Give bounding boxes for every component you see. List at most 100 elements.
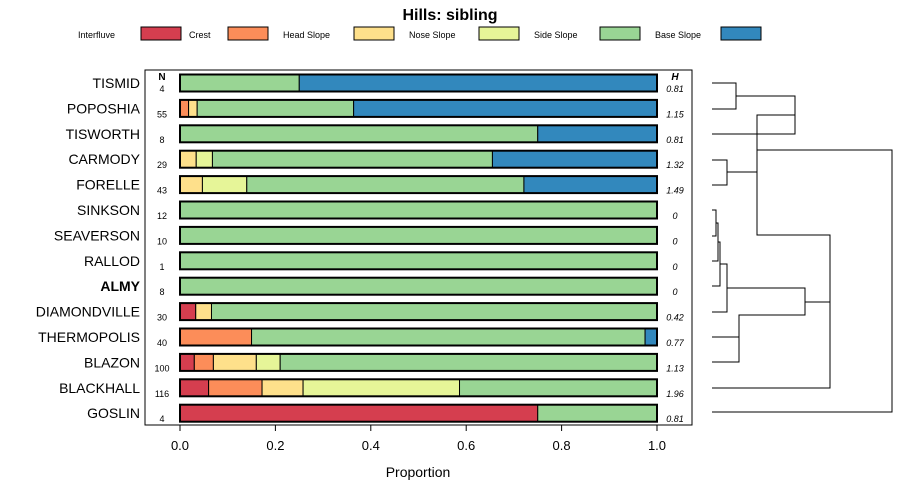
row-label-carmody: CARMODY bbox=[68, 151, 140, 167]
bar-segment-thermopolis-base-slope bbox=[644, 328, 658, 346]
row-diamondville: DIAMONDVILLE 30 0.42 bbox=[36, 302, 684, 323]
legend-swatch-base-slope bbox=[720, 26, 762, 41]
bar-outline-almy bbox=[179, 276, 658, 296]
bar-segment-poposhia-head-slope bbox=[188, 99, 198, 118]
row-label-sinkson: SINKSON bbox=[77, 202, 140, 218]
x-tick-label-0-4: 0.4 bbox=[362, 438, 380, 453]
bar-segment-blackhall-interfluve bbox=[179, 378, 210, 397]
n-label-seaverson: 10 bbox=[157, 236, 167, 246]
row-label-forelle: FORELLE bbox=[76, 177, 140, 193]
bar-segment-goslin-interfluve bbox=[179, 404, 539, 423]
bar-segment-carmody-nose-slope bbox=[195, 150, 213, 169]
bar-segment-poposhia-crest bbox=[179, 99, 190, 118]
row-poposhia: POPOSHIA 55 1.15 bbox=[67, 98, 685, 119]
bar-outline-tisworth bbox=[179, 124, 658, 144]
legend-label-nose-slope: Nose Slope bbox=[409, 30, 456, 40]
row-label-goslin: GOSLIN bbox=[87, 405, 140, 421]
bar-segment-blazon-head-slope bbox=[212, 353, 257, 372]
row-label-almy: ALMY bbox=[100, 278, 140, 294]
h-label-diamondville: 0.42 bbox=[666, 313, 684, 323]
row-tismid: TISMID 4 0.81 bbox=[93, 73, 684, 94]
dendro-link-lower-mid bbox=[727, 287, 806, 349]
bar-outline-tismid bbox=[179, 73, 658, 93]
legend-swatch-head-slope bbox=[353, 26, 395, 41]
bar-outline-rallod bbox=[179, 251, 658, 271]
h-label-forelle: 1.49 bbox=[666, 186, 684, 196]
h-label-sinkson: 0 bbox=[672, 211, 677, 221]
bar-segment-almy-side-slope bbox=[179, 277, 658, 296]
h-label-carmody: 1.32 bbox=[666, 160, 684, 170]
plot-frame bbox=[144, 69, 693, 426]
bar-segment-tisworth-side-slope bbox=[179, 124, 539, 143]
bar-segment-goslin-side-slope bbox=[537, 404, 658, 423]
h-label-poposhia: 1.15 bbox=[666, 109, 685, 119]
dendro-link-tismid-poposhia bbox=[712, 82, 737, 110]
bar-segment-forelle-nose-slope bbox=[201, 175, 248, 194]
h-label-tisworth: 0.81 bbox=[666, 135, 684, 145]
h-label-almy: 0 bbox=[672, 287, 677, 297]
legend-swatch-side-slope bbox=[599, 26, 641, 41]
n-label-tismid: 4 bbox=[159, 84, 164, 94]
h-label-blackhall: 1.96 bbox=[666, 389, 684, 399]
row-seaverson: SEAVERSON 10 0 bbox=[54, 225, 678, 246]
n-label-diamondville: 30 bbox=[157, 313, 167, 323]
legend-swatch-interfluve bbox=[140, 26, 182, 41]
row-forelle: FORELLE 43 1.49 bbox=[76, 175, 684, 196]
h-label-seaverson: 0 bbox=[672, 236, 677, 246]
dendrogram bbox=[712, 82, 893, 413]
legend-label-interfluve: Interfluve bbox=[78, 30, 115, 40]
row-tisworth: TISWORTH 8 0.81 bbox=[66, 124, 684, 145]
n-label-carmody: 29 bbox=[157, 160, 167, 170]
h-column-header: H bbox=[671, 72, 679, 83]
n-label-tisworth: 8 bbox=[159, 135, 164, 145]
n-label-poposhia: 55 bbox=[157, 109, 167, 119]
n-column-header: N bbox=[158, 72, 165, 83]
bar-segment-forelle-base-slope bbox=[523, 175, 658, 194]
legend-label-crest: Crest bbox=[189, 30, 211, 40]
row-rallod: RALLOD 1 0 bbox=[84, 251, 678, 272]
h-label-rallod: 0 bbox=[672, 262, 677, 272]
bar-segment-blazon-crest bbox=[193, 353, 214, 372]
n-label-rallod: 1 bbox=[159, 262, 164, 272]
bar-segment-seaverson-side-slope bbox=[179, 226, 658, 245]
legend-label-base-slope: Base Slope bbox=[655, 30, 701, 40]
bar-segment-poposhia-side-slope bbox=[196, 99, 355, 118]
bar-segment-carmody-side-slope bbox=[211, 150, 493, 169]
bar-outline-diamondville bbox=[179, 302, 658, 322]
row-blackhall: BLACKHALL 116 1.96 bbox=[59, 378, 684, 399]
bar-segment-tismid-base-slope bbox=[298, 74, 658, 92]
bar-segment-blazon-nose-slope bbox=[255, 353, 281, 372]
bar-segment-diamondville-head-slope bbox=[195, 302, 212, 321]
n-label-forelle: 43 bbox=[157, 186, 167, 196]
bar-segment-forelle-head-slope bbox=[179, 175, 203, 194]
row-thermopolis: THERMOPOLIS 40 0.77 bbox=[38, 327, 685, 348]
bar-outline-sinkson bbox=[179, 200, 658, 220]
bar-outline-carmody bbox=[179, 149, 658, 169]
n-label-blackhall: 116 bbox=[155, 389, 169, 399]
legend: Interfluve Crest Head Slope Nose Slope Side … bbox=[78, 26, 762, 41]
bar-outline-seaverson bbox=[179, 225, 658, 245]
bar-segment-blazon-interfluve bbox=[179, 353, 195, 372]
dendro-link-middle bbox=[756, 143, 831, 345]
row-label-diamondville: DIAMONDVILLE bbox=[36, 304, 140, 320]
bar-segment-forelle-side-slope bbox=[246, 175, 525, 194]
bar-rows: TISMID 4 0.81 POPOSHIA 55 1.15 TISWORTH 8 0.81 CA… bbox=[36, 73, 685, 424]
chart-title: Hills: sibling bbox=[402, 7, 497, 24]
bar-segment-blackhall-nose-slope bbox=[302, 378, 461, 397]
row-label-tismid: TISMID bbox=[93, 75, 140, 91]
dendro-link-thermopolis-blazon bbox=[712, 336, 740, 363]
bar-outline-goslin bbox=[179, 403, 658, 423]
legend-label-head-slope: Head Slope bbox=[283, 30, 330, 40]
bar-segment-tismid-side-slope bbox=[179, 74, 300, 92]
bar-outline-poposhia bbox=[179, 98, 658, 118]
row-label-thermopolis: THERMOPOLIS bbox=[38, 329, 140, 345]
x-axis-label: Proportion bbox=[386, 464, 451, 480]
h-label-thermopolis: 0.77 bbox=[666, 338, 685, 348]
row-goslin: GOSLIN 4 0.81 bbox=[87, 403, 684, 424]
n-label-almy: 8 bbox=[159, 287, 164, 297]
row-label-rallod: RALLOD bbox=[84, 253, 140, 269]
bar-segment-blazon-side-slope bbox=[279, 353, 658, 372]
bar-segment-sinkson-side-slope bbox=[179, 201, 658, 219]
bar-segment-poposhia-base-slope bbox=[353, 99, 658, 118]
